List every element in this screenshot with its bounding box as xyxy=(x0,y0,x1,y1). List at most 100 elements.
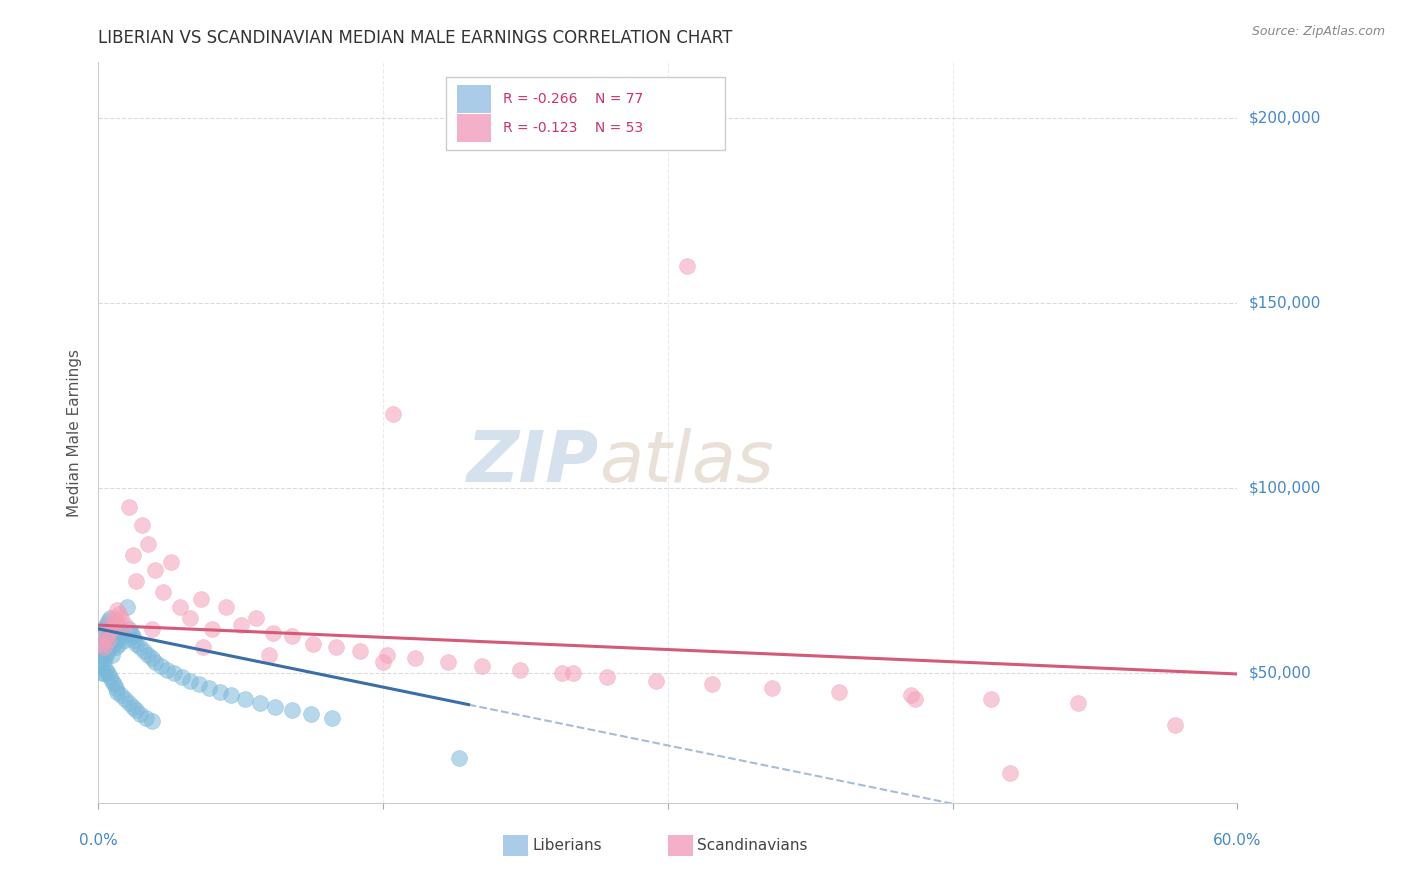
Point xyxy=(121,699,143,714)
Point xyxy=(145,563,167,577)
FancyBboxPatch shape xyxy=(446,78,725,150)
Point xyxy=(596,670,619,684)
Point xyxy=(91,637,114,651)
Y-axis label: Median Male Earnings: Median Male Earnings xyxy=(67,349,83,516)
Point xyxy=(125,637,148,651)
Point xyxy=(233,692,256,706)
Text: LIBERIAN VS SCANDINAVIAN MEDIAN MALE EARNINGS CORRELATION CHART: LIBERIAN VS SCANDINAVIAN MEDIAN MALE EAR… xyxy=(98,29,733,47)
Point xyxy=(104,681,127,695)
Point xyxy=(97,632,120,647)
Point xyxy=(188,677,211,691)
Point xyxy=(371,655,394,669)
Point xyxy=(110,610,132,624)
Point xyxy=(229,618,252,632)
Point xyxy=(103,610,125,624)
Point xyxy=(94,632,117,647)
Point xyxy=(208,685,231,699)
Point xyxy=(107,632,129,647)
Point xyxy=(700,677,723,691)
Point xyxy=(118,500,141,514)
Point xyxy=(404,651,426,665)
Point xyxy=(214,599,236,614)
Point xyxy=(645,673,668,688)
Point xyxy=(281,703,304,717)
Point xyxy=(1163,718,1185,732)
Point xyxy=(132,644,155,658)
Point xyxy=(264,699,287,714)
Point xyxy=(104,640,127,655)
Point xyxy=(150,658,173,673)
Text: $200,000: $200,000 xyxy=(1249,111,1320,126)
FancyBboxPatch shape xyxy=(503,836,527,856)
Point xyxy=(89,640,111,655)
Point xyxy=(97,615,120,629)
Point xyxy=(562,666,585,681)
Point xyxy=(125,703,148,717)
Point xyxy=(129,706,152,721)
Text: R = -0.266    N = 77: R = -0.266 N = 77 xyxy=(503,92,643,106)
Point xyxy=(221,689,243,703)
Point xyxy=(190,592,212,607)
Point xyxy=(761,681,783,695)
Text: Liberians: Liberians xyxy=(533,838,602,854)
Point xyxy=(136,536,159,550)
Point xyxy=(104,615,127,629)
Point xyxy=(245,610,267,624)
FancyBboxPatch shape xyxy=(668,836,693,856)
Point xyxy=(98,618,121,632)
Point xyxy=(1067,696,1090,710)
Point xyxy=(281,629,304,643)
Point xyxy=(381,407,404,421)
Text: Scandinavians: Scandinavians xyxy=(697,838,808,854)
Point xyxy=(375,648,398,662)
Point xyxy=(114,632,136,647)
Point xyxy=(100,632,122,647)
Point xyxy=(103,677,125,691)
Point xyxy=(114,692,136,706)
Point xyxy=(97,644,120,658)
Point xyxy=(259,648,281,662)
Point xyxy=(170,670,193,684)
Point xyxy=(979,692,1001,706)
Point xyxy=(107,685,129,699)
Point xyxy=(449,751,471,765)
Point xyxy=(118,696,141,710)
Text: Source: ZipAtlas.com: Source: ZipAtlas.com xyxy=(1251,25,1385,38)
Point xyxy=(93,637,115,651)
Point xyxy=(93,666,115,681)
Point xyxy=(112,629,135,643)
Point xyxy=(125,574,148,588)
Point xyxy=(91,648,114,662)
Point xyxy=(98,640,121,655)
Point xyxy=(100,618,122,632)
Point xyxy=(98,670,121,684)
Point xyxy=(262,625,284,640)
Point xyxy=(436,655,458,669)
Point xyxy=(93,622,115,636)
Point xyxy=(152,584,174,599)
Point xyxy=(103,622,125,636)
Point xyxy=(121,548,143,562)
Point xyxy=(201,622,224,636)
Point xyxy=(191,640,214,655)
Point xyxy=(156,663,179,677)
Point xyxy=(98,625,121,640)
Point xyxy=(197,681,219,695)
Point xyxy=(136,648,159,662)
Text: 60.0%: 60.0% xyxy=(1213,833,1261,848)
FancyBboxPatch shape xyxy=(457,114,491,143)
Point xyxy=(904,692,927,706)
Point xyxy=(249,696,271,710)
Point xyxy=(121,629,143,643)
Point xyxy=(93,651,115,665)
Point xyxy=(93,640,115,655)
Point xyxy=(118,622,141,636)
Point xyxy=(179,610,201,624)
FancyBboxPatch shape xyxy=(457,85,491,112)
Point xyxy=(900,689,922,703)
Point xyxy=(131,518,153,533)
Point xyxy=(114,618,136,632)
Point xyxy=(100,648,122,662)
Point xyxy=(108,622,131,636)
Text: atlas: atlas xyxy=(599,428,775,497)
